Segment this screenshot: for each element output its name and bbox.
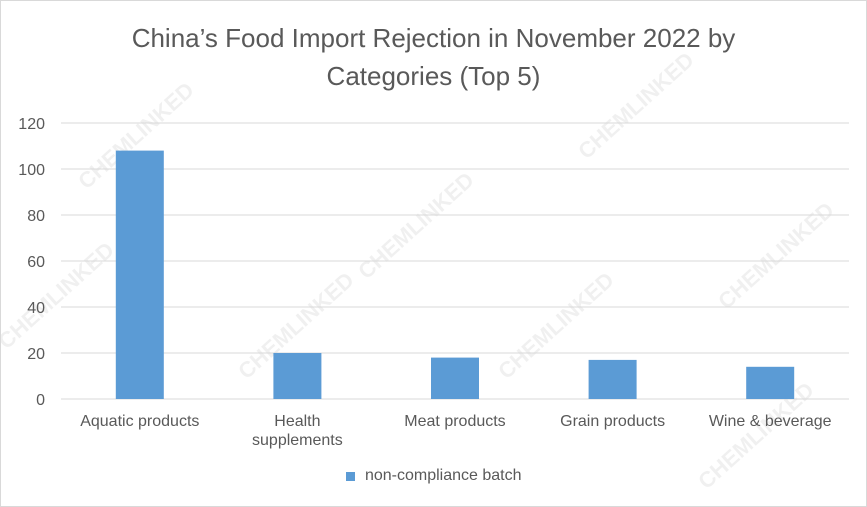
chart-title: China’s Food Import Rejection in Novembe… — [1, 19, 866, 95]
legend-swatch — [345, 471, 355, 481]
watermark-text: CHEMLINKED — [1, 237, 119, 354]
chart-title-line-2: Categories (Top 5) — [326, 61, 541, 91]
y-tick-label: 100 — [18, 162, 45, 179]
bar — [431, 357, 479, 399]
y-tick-label: 120 — [18, 116, 45, 133]
x-tick-label: Health supplements — [252, 413, 343, 449]
bar — [115, 150, 164, 399]
y-tick-label: 0 — [36, 392, 45, 409]
chart-title-line-1: China’s Food Import Rejection in Novembe… — [131, 23, 736, 53]
bar — [746, 366, 795, 399]
chart-legend: non-compliance batch — [1, 467, 866, 485]
x-tick-label: Grain products — [560, 413, 665, 430]
bar — [273, 353, 322, 399]
y-tick-label: 80 — [27, 208, 45, 225]
legend-label: non-compliance batch — [364, 467, 522, 484]
y-tick-label: 40 — [27, 300, 45, 317]
y-tick-label: 60 — [27, 254, 45, 271]
x-tick-label: Meat products — [404, 413, 505, 430]
x-tick-label: Wine & beverage — [709, 413, 832, 430]
y-tick-label: 20 — [27, 346, 45, 363]
x-tick-label: Aquatic products — [80, 413, 199, 430]
bar — [588, 359, 637, 399]
watermark-text: CHEMLINKED — [353, 167, 479, 284]
